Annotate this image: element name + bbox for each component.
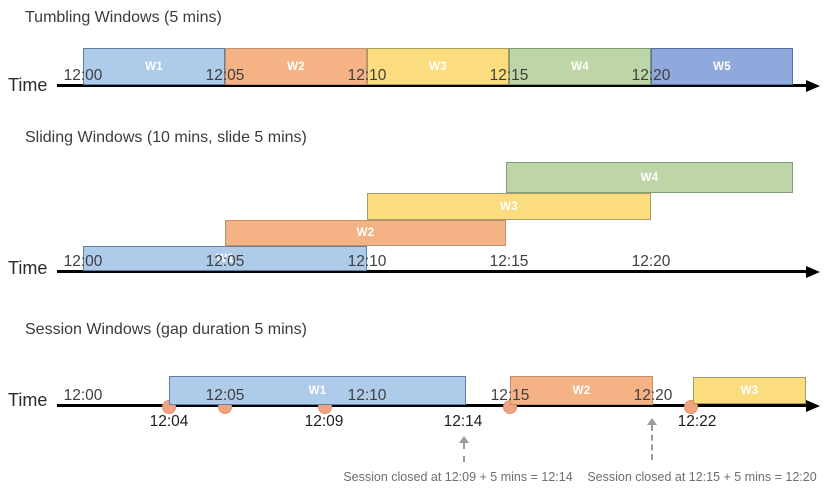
session-timeline-axis (57, 404, 808, 407)
session-window-w1: W1 (169, 376, 466, 405)
sliding-axis-tick-label: 12:20 (631, 253, 671, 270)
sliding-windows-title: Sliding Windows (10 mins, slide 5 mins) (25, 129, 307, 146)
sliding-window-w4: W4 (506, 162, 793, 193)
sliding-axis-tick-label: 12:00 (63, 253, 103, 270)
tumbling-window-w3: W3 (367, 48, 509, 85)
sliding-window-label-w4: W4 (640, 171, 659, 184)
tumbling-window-label-w3: W3 (429, 60, 447, 73)
tumbling-windows-title: Tumbling Windows (5 mins) (25, 9, 222, 26)
sliding-window-label-w3: W3 (500, 200, 518, 213)
tumbling-axis-tick-label: 12:05 (205, 67, 245, 84)
session-axis-tick-label: 12:05 (205, 387, 245, 404)
sliding-time-axis-label: Time (8, 258, 48, 278)
tumbling-axis-tick-label: 12:20 (631, 67, 671, 84)
tumbling-window-label-w5: W5 (713, 60, 731, 73)
session-event-time-label: 12:09 (304, 413, 344, 430)
tumbling-window-w5: W5 (651, 48, 793, 85)
sliding-axis-tick-label: 12:10 (347, 253, 387, 270)
session-callout-note: Session closed at 12:09 + 5 mins = 12:14 (343, 470, 573, 484)
sliding-window-w1: W1 (83, 246, 367, 271)
session-time-axis-label: Time (8, 390, 48, 410)
session-axis-tick-label: 12:00 (63, 387, 103, 404)
sliding-window-label-w1: W1 (216, 252, 234, 265)
session-callout-note: Session closed at 12:15 + 5 mins = 12:20 (587, 470, 817, 484)
tumbling-window-label-w2: W2 (287, 60, 305, 73)
tumbling-window-w2: W2 (225, 48, 367, 85)
session-axis-tick-label: 12:15 (490, 387, 530, 404)
tumbling-axis-tick-label: 12:00 (63, 67, 103, 84)
session-axis-tick-label: 12:10 (347, 387, 387, 404)
sliding-window-w2: W2 (225, 220, 506, 246)
session-timeline-arrowhead-icon (806, 400, 820, 412)
sliding-window-w3: W3 (367, 193, 651, 220)
session-callout-arrow-up-icon (647, 418, 657, 425)
tumbling-axis-tick-label: 12:10 (347, 67, 387, 84)
sliding-axis-tick-label: 12:05 (205, 253, 245, 270)
tumbling-timeline-axis (57, 84, 808, 87)
sliding-axis-tick-label: 12:15 (489, 253, 529, 270)
session-axis-tick-label: 12:20 (633, 387, 673, 404)
session-callout-arrow-up-icon (459, 436, 469, 443)
sliding-timeline-arrowhead-icon (806, 266, 820, 278)
tumbling-window-label-w4: W4 (571, 60, 589, 73)
session-window-label-w1: W1 (308, 384, 327, 397)
session-event-time-label: 12:22 (677, 413, 717, 430)
tumbling-timeline-arrowhead-icon (806, 80, 820, 92)
tumbling-window-label-w1: W1 (145, 60, 163, 73)
session-event-time-label: 12:14 (443, 413, 483, 430)
session-window-w3: W3 (693, 377, 806, 404)
tumbling-window-w1: W1 (83, 48, 225, 85)
session-windows-title: Session Windows (gap duration 5 mins) (25, 321, 307, 338)
session-callout-arrow-shaft (651, 425, 653, 460)
tumbling-window-w4: W4 (509, 48, 651, 85)
sliding-timeline-axis (57, 270, 808, 273)
session-window-label-w2: W2 (572, 384, 591, 397)
session-callout-arrow-shaft (463, 443, 465, 462)
session-window-label-w3: W3 (740, 384, 759, 397)
tumbling-time-axis-label: Time (8, 75, 48, 95)
tumbling-axis-tick-label: 12:15 (489, 67, 529, 84)
sliding-window-label-w2: W2 (356, 227, 375, 239)
session-window-w2: W2 (510, 376, 653, 405)
session-event-time-label: 12:04 (149, 413, 189, 430)
